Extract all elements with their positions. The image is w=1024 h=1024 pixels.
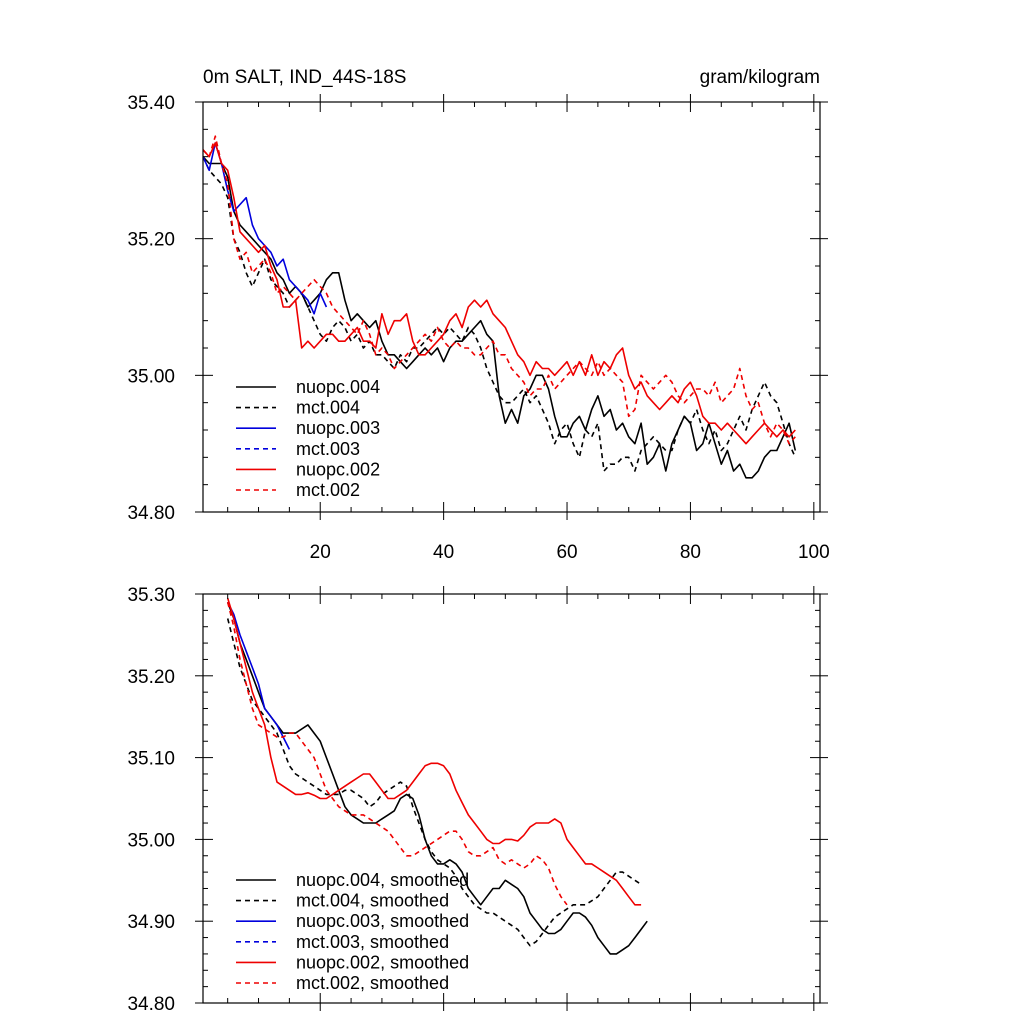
legend-label: nuopc.004, smoothed xyxy=(296,870,469,890)
series-line-nuopc-004-smoothed xyxy=(226,601,648,955)
series-line-mct-004-smoothed xyxy=(226,618,642,947)
legend-label: mct.002, smoothed xyxy=(296,973,449,993)
x-tick-label: 60 xyxy=(556,542,577,563)
legend-label: nuopc.004 xyxy=(296,377,380,397)
y-tick-label: 35.20 xyxy=(127,230,175,251)
top-panel: 20 40 60 80 100 34.80 35.00 35.20 35.40 nuopc.004… xyxy=(127,93,829,563)
y-tick-label: 34.90 xyxy=(127,912,175,933)
series-group xyxy=(203,135,797,479)
series-line-nuopc-002 xyxy=(203,142,796,445)
legend-label: mct.003 xyxy=(296,439,360,459)
legend-label: mct.002 xyxy=(296,480,360,500)
legend-label: mct.004 xyxy=(296,398,360,418)
series-line-nuopc-002-smoothed xyxy=(226,597,642,906)
y-tick-label: 35.10 xyxy=(127,749,175,770)
y-tick-label: 35.40 xyxy=(127,93,175,114)
plot-frame xyxy=(202,593,821,1004)
y-tick-label: 35.30 xyxy=(127,585,175,606)
x-tick-label: 100 xyxy=(798,542,830,563)
series-group xyxy=(226,597,648,955)
legend-label: nuopc.003, smoothed xyxy=(296,911,469,931)
legend-label: mct.004, smoothed xyxy=(296,891,449,911)
bottom-panel: 34.80 34.90 35.00 35.10 35.20 35.30 nuopc.004,… xyxy=(127,585,828,1015)
x-tick-label: 80 xyxy=(680,542,701,563)
x-tick-label: 40 xyxy=(433,542,454,563)
x-tick-label: 20 xyxy=(310,542,331,563)
legend-label: mct.003, smoothed xyxy=(296,932,449,952)
units-label: gram/kilogram xyxy=(700,67,820,88)
y-tick-label: 35.00 xyxy=(127,366,175,387)
legend-label: nuopc.002, smoothed xyxy=(296,952,469,972)
y-tick-label: 35.00 xyxy=(127,830,175,851)
series-line-mct-002 xyxy=(203,135,796,445)
legend-label: nuopc.003 xyxy=(296,418,380,438)
plot-frame xyxy=(202,101,821,513)
chart-title: 0m SALT, IND_44S-18S xyxy=(203,67,406,88)
series-line-mct-002-smoothed xyxy=(226,602,568,906)
y-tick-label: 34.80 xyxy=(127,503,175,524)
y-tick-label: 35.20 xyxy=(127,667,175,688)
y-tick-label: 34.80 xyxy=(127,994,175,1015)
series-line-nuopc-003-smoothed xyxy=(226,601,291,750)
legend-label: nuopc.002 xyxy=(296,459,380,479)
